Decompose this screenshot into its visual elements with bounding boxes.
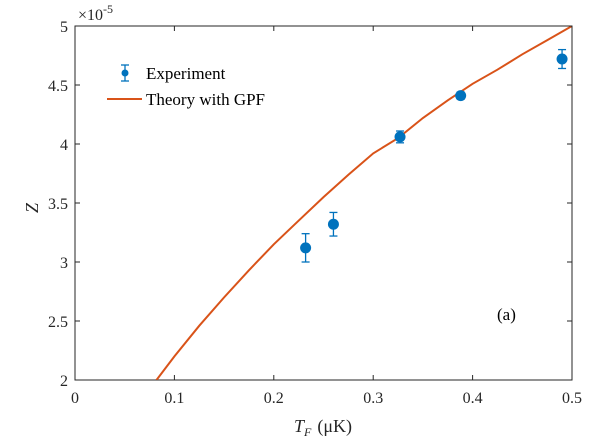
y-tick-label: 2.5 [48,314,68,331]
data-layer [155,26,572,380]
legend-label-theory: Theory with GPF [146,90,265,109]
y-tick-label: 2 [60,373,68,390]
y-multiplier-base: ×10 [78,7,103,24]
x-axis-label-symbol: T [294,416,306,436]
x-tick-label: 0.2 [264,390,284,407]
panel-annotation: (a) [497,305,516,324]
y-tick-label: 3 [60,255,68,272]
experiment-point-1 [300,233,312,263]
experiment-point-5 [556,48,568,70]
y-multiplier-exponent: -5 [103,2,113,16]
marker [300,242,312,254]
x-tick-label: 0.3 [363,390,383,407]
plot-area [74,25,573,381]
x-tick-label: 0 [71,390,79,407]
x-tick-label: 0.5 [562,390,582,407]
x-axis-label: TF (μK) [294,416,352,439]
marker [327,218,339,230]
x-tick-label: 0.4 [463,390,483,407]
y-multiplier: ×10-5 [78,2,113,24]
x-axis-label-unit: (μK) [317,416,352,437]
experiment-point-3 [394,130,406,144]
theory-line [155,26,572,380]
experiment-point-4 [455,90,467,102]
legend: Experiment Theory with GPF [107,64,265,109]
legend-marker-experiment [121,64,129,82]
x-tick-label: 0.1 [164,390,184,407]
ticks-layer: 0 0.1 0.2 0.3 0.4 0.5 2 2.5 3 3.5 4 4.5 5 [48,19,582,407]
marker [556,53,568,65]
y-tick-label: 4.5 [48,78,68,95]
marker [394,131,406,143]
x-axis-label-subscript: F [303,425,312,439]
marker [455,90,467,102]
y-tick-label: 4 [60,137,68,154]
y-tick-label: 5 [60,19,68,36]
experiment-point-2 [327,211,339,237]
y-axis-label: Z [22,202,42,213]
axes-box [74,25,573,381]
y-tick-label: 3.5 [48,196,68,213]
legend-label-experiment: Experiment [146,64,226,83]
